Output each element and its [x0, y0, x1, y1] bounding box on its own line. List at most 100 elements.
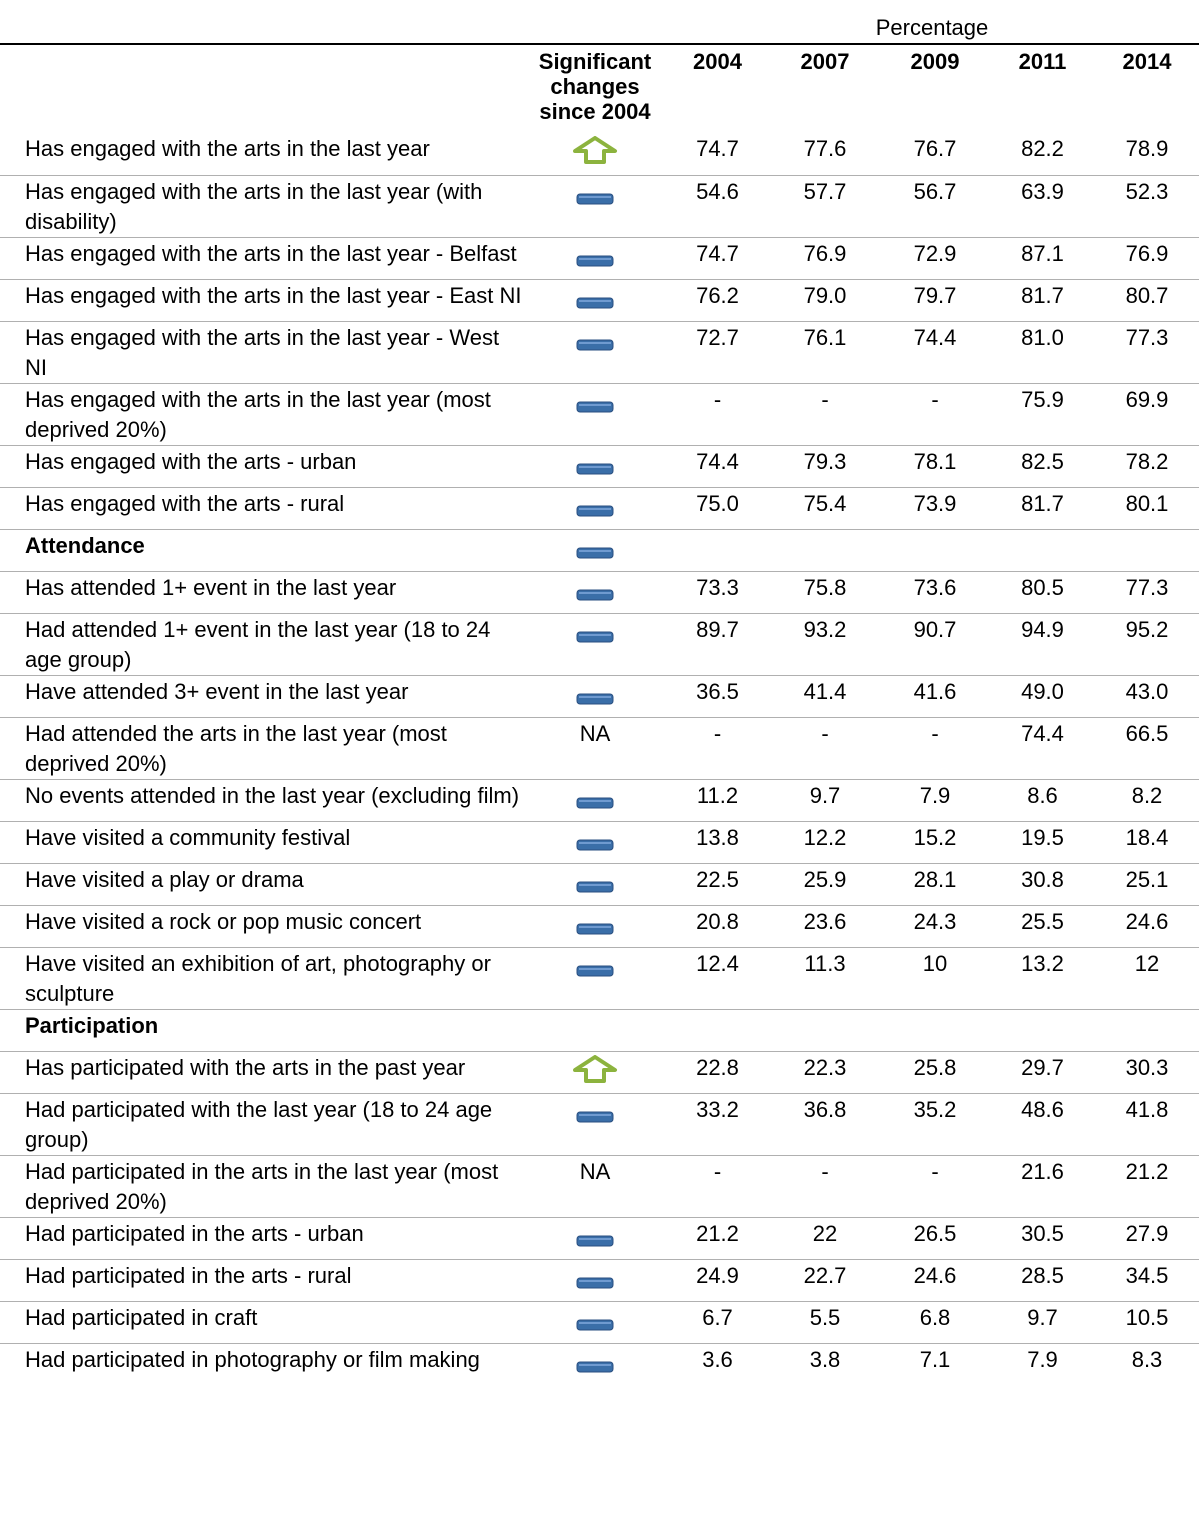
value-text: 49.0 — [1021, 678, 1064, 704]
significance — [525, 1217, 665, 1260]
value-text: 8.2 — [1131, 782, 1163, 808]
row: Had participated in photography or film … — [0, 1343, 1199, 1385]
no-change-bar — [576, 797, 614, 808]
row-label: Has engaged with the arts in the last ye… — [0, 383, 525, 446]
value-text: 78.9 — [1125, 136, 1169, 161]
value-text: 29.7 — [1021, 1054, 1064, 1080]
no-change-bar — [576, 965, 614, 976]
value: 80.1 — [1095, 487, 1199, 530]
value: 21.6 — [990, 1155, 1095, 1218]
row-label: Have visited an exhibition of art, photo… — [0, 947, 525, 1010]
value-text: 25.9 — [803, 866, 847, 892]
row-label: Attendance — [0, 529, 525, 572]
value: 74.7 — [665, 133, 770, 176]
value-text: 12.4 — [696, 950, 739, 976]
value-text: 6.7 — [702, 1304, 733, 1330]
value: 3.8 — [770, 1343, 880, 1385]
value-text: 36.8 — [803, 1096, 847, 1122]
row-label: Have attended 3+ event in the last year — [0, 675, 525, 718]
value: - — [880, 383, 990, 446]
header-row: Significant changes since 2004 2004 2007 20… — [0, 45, 1199, 133]
value: 78.9 — [1095, 133, 1199, 176]
value — [665, 529, 770, 572]
table-body: Has engaged with the arts in the last ye… — [0, 133, 1199, 1385]
value — [880, 529, 990, 572]
row-label: Have visited a play or drama — [0, 863, 525, 906]
row-label: Participation — [0, 1009, 525, 1052]
significance — [525, 1301, 665, 1344]
value: 12 — [1095, 947, 1199, 1010]
value: 8.2 — [1095, 779, 1199, 822]
value-text: - — [821, 386, 829, 412]
value: 74.4 — [880, 321, 990, 384]
value-text: 80.7 — [1125, 282, 1169, 308]
row-label: Had participated in the arts - urban — [0, 1217, 525, 1260]
no-change-bar — [576, 339, 614, 350]
value-text: 90.7 — [913, 616, 957, 642]
significance — [525, 321, 665, 384]
value: 95.2 — [1095, 613, 1199, 676]
blank — [0, 45, 525, 133]
row-label: Had attended the arts in the last year (… — [0, 717, 525, 780]
value-text: 22.8 — [696, 1054, 739, 1080]
value: 7.9 — [990, 1343, 1095, 1385]
value: 25.9 — [770, 863, 880, 906]
value: 80.7 — [1095, 279, 1199, 322]
value-text: 75.8 — [803, 574, 847, 600]
up-arrow — [573, 136, 617, 164]
value: 6.7 — [665, 1301, 770, 1344]
value: 22 — [770, 1217, 880, 1260]
value: 79.7 — [880, 279, 990, 322]
no-change-bar — [576, 463, 614, 474]
row: Has engaged with the arts in the last ye… — [0, 321, 1199, 384]
value-text: 93.2 — [803, 616, 847, 642]
value: 89.7 — [665, 613, 770, 676]
value-text: 57.7 — [803, 178, 847, 204]
value-text: 34.5 — [1125, 1262, 1169, 1288]
value: 77.3 — [1095, 321, 1199, 384]
value-text: 22.3 — [803, 1054, 847, 1080]
value: 43.0 — [1095, 675, 1199, 718]
value: 30.8 — [990, 863, 1095, 906]
value-text: 76.9 — [803, 240, 847, 266]
significance — [525, 175, 665, 238]
no-change-bar — [576, 1277, 614, 1288]
value-text: 8.6 — [1027, 782, 1058, 808]
value-text: 24.6 — [913, 1262, 957, 1288]
value-text: 54.6 — [696, 178, 739, 204]
row: Attendance — [0, 529, 1199, 572]
row-label: Has engaged with the arts in the last ye… — [0, 321, 525, 384]
no-change-bar — [576, 547, 614, 558]
value: 49.0 — [990, 675, 1095, 718]
no-change-bar — [576, 923, 614, 934]
significance — [525, 237, 665, 280]
value-text: 3.6 — [702, 1346, 733, 1372]
value — [880, 1009, 990, 1052]
significance — [525, 821, 665, 864]
significance — [525, 779, 665, 822]
value-text: 81.0 — [1021, 324, 1064, 350]
no-change-bar — [576, 401, 614, 412]
value: 41.8 — [1095, 1093, 1199, 1156]
significance — [525, 947, 665, 1010]
value: 34.5 — [1095, 1259, 1199, 1302]
value-text: 72.7 — [696, 324, 739, 350]
value-text: 33.2 — [696, 1096, 739, 1122]
value: 90.7 — [880, 613, 990, 676]
value-text: 73.3 — [696, 574, 739, 600]
value-text: 8.3 — [1131, 1346, 1163, 1372]
value: 25.8 — [880, 1051, 990, 1094]
significance — [525, 571, 665, 614]
value: 33.2 — [665, 1093, 770, 1156]
significance — [525, 487, 665, 530]
value: 6.8 — [880, 1301, 990, 1344]
value: 24.6 — [880, 1259, 990, 1302]
value-text: 36.5 — [696, 678, 739, 704]
year-header: 2011 — [1018, 49, 1067, 74]
value: 20.8 — [665, 905, 770, 948]
row: Has attended 1+ event in the last year 73… — [0, 571, 1199, 614]
value — [1095, 1009, 1199, 1052]
value-text: 69.9 — [1125, 386, 1169, 412]
significance-text: NA — [579, 720, 611, 746]
value: 24.9 — [665, 1259, 770, 1302]
